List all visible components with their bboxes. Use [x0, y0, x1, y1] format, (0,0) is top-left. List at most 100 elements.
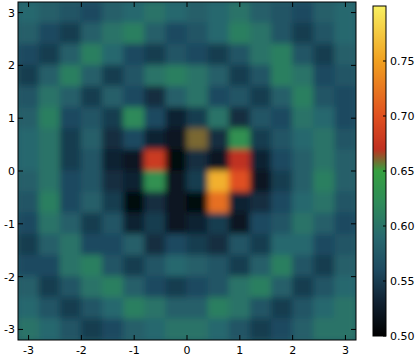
cell: [144, 297, 166, 319]
cell: [102, 297, 124, 319]
cell: [165, 192, 187, 214]
cell: [292, 65, 314, 87]
cell: [187, 192, 209, 214]
cell: [102, 65, 124, 87]
cell: [313, 276, 335, 298]
x-tick: [28, 335, 29, 340]
cell: [250, 318, 272, 340]
cell: [60, 2, 82, 24]
cell: [250, 65, 272, 87]
cell: [229, 149, 251, 171]
cell: [334, 234, 356, 256]
cell: [292, 318, 314, 340]
cell: [334, 2, 356, 24]
cell: [229, 86, 251, 108]
cell: [250, 171, 272, 193]
cell: [60, 255, 82, 277]
x-tick: [239, 335, 240, 340]
x-tick: [134, 2, 135, 7]
cell: [165, 2, 187, 24]
y-tick: [351, 171, 356, 172]
cell: [313, 234, 335, 256]
y-tick: [18, 171, 23, 172]
colorbar: [373, 6, 386, 336]
cell: [292, 234, 314, 256]
cell: [123, 234, 145, 256]
cell: [165, 86, 187, 108]
cell: [60, 44, 82, 66]
cell: [123, 297, 145, 319]
x-tick: [239, 2, 240, 7]
cell: [165, 213, 187, 235]
cell: [208, 255, 230, 277]
cell: [39, 192, 61, 214]
cell: [18, 149, 40, 171]
cell: [187, 65, 209, 87]
cell: [144, 44, 166, 66]
cell: [250, 234, 272, 256]
cell: [271, 297, 293, 319]
cell: [165, 255, 187, 277]
y-tick: [351, 12, 356, 13]
cell: [123, 65, 145, 87]
x-tick-label: 0: [184, 344, 191, 357]
cell: [187, 107, 209, 129]
cell: [102, 107, 124, 129]
cell: [102, 234, 124, 256]
colorbar-tick-label: 0.50: [390, 330, 415, 343]
cell: [18, 171, 40, 193]
cell: [60, 149, 82, 171]
cell: [123, 255, 145, 277]
cell: [292, 2, 314, 24]
cell: [250, 149, 272, 171]
cell: [313, 44, 335, 66]
cell: [313, 192, 335, 214]
x-tick: [187, 2, 188, 7]
cell: [81, 318, 103, 340]
cell: [334, 128, 356, 150]
cell: [250, 255, 272, 277]
cells: [18, 2, 356, 340]
cell: [313, 255, 335, 277]
cell: [102, 276, 124, 298]
cell: [81, 107, 103, 129]
cell: [187, 149, 209, 171]
cell: [313, 107, 335, 129]
cell: [18, 255, 40, 277]
x-tick-label: -1: [129, 344, 140, 357]
y-tick-label: 3: [8, 7, 15, 20]
cell: [208, 107, 230, 129]
cell: [165, 318, 187, 340]
cell: [208, 23, 230, 45]
cell: [39, 128, 61, 150]
cell: [60, 318, 82, 340]
cell: [144, 171, 166, 193]
cell: [18, 44, 40, 66]
cell: [208, 318, 230, 340]
cell: [229, 192, 251, 214]
colorbar-tick: [383, 171, 386, 172]
cell: [334, 171, 356, 193]
cell: [208, 276, 230, 298]
cell: [292, 44, 314, 66]
background: [18, 2, 356, 340]
cell: [229, 107, 251, 129]
cell: [102, 213, 124, 235]
cell: [18, 128, 40, 150]
cell: [81, 171, 103, 193]
y-tick: [18, 118, 23, 119]
cell: [334, 149, 356, 171]
cell: [102, 149, 124, 171]
cell: [81, 65, 103, 87]
cell: [271, 128, 293, 150]
cell: [208, 149, 230, 171]
cell: [123, 192, 145, 214]
y-tick-label: 2: [8, 59, 15, 72]
cell: [208, 234, 230, 256]
cell: [81, 149, 103, 171]
cell: [144, 86, 166, 108]
x-tick: [187, 335, 188, 340]
cell: [313, 171, 335, 193]
cell: [18, 65, 40, 87]
cell: [229, 213, 251, 235]
